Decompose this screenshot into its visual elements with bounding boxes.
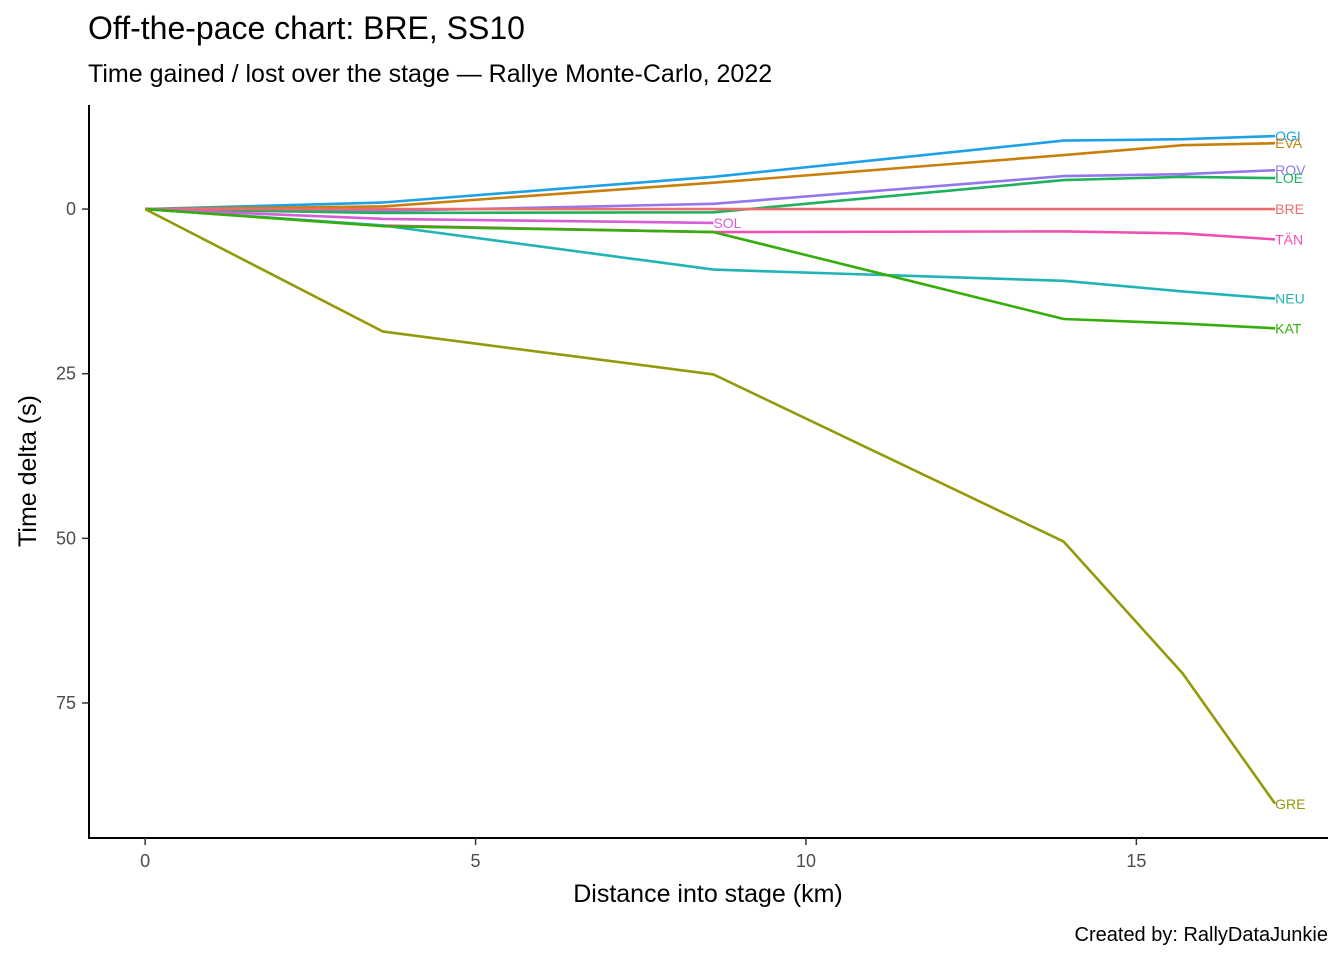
series-label-neu: NEU [1275,291,1305,307]
series-label-loe: LOE [1275,170,1303,186]
y-axis-title: Time delta (s) [14,395,42,547]
x-axis-ticks: 0 5 10 15 [140,838,1146,871]
x-tick-label: 5 [471,851,481,871]
y-tick-label: 0 [66,199,76,219]
series-label-gre: GRE [1275,796,1305,812]
series-label-eva: EVA [1275,135,1303,151]
series-line-eva [145,141,1276,211]
series-label-kat: KAT [1275,320,1302,336]
series-line-loe [145,175,1276,215]
series-label-bre: BRE [1275,201,1304,217]
series-line-tän [145,207,1276,241]
series-label-rov: ROV [1275,162,1306,178]
x-tick-label: 15 [1126,851,1146,871]
chart-subtitle: Time gained / lost over the stage — Rall… [88,60,772,88]
series-line-gre [144,207,1277,805]
series-line-kat [145,207,1276,330]
series-label-ogi: OGI [1275,128,1301,144]
chart-title: Off-the-pace chart: BRE, SS10 [88,10,525,46]
y-tick-label: 25 [56,364,76,384]
caption: Created by: RallyDataJunkie [1075,924,1328,946]
x-tick-label: 10 [796,851,816,871]
x-tick-label: 0 [140,851,150,871]
x-axis-title: Distance into stage (km) [573,880,843,908]
series-line-sol [145,207,714,225]
series-line-rov [145,168,1276,213]
series-label-tän: TÄN [1275,231,1303,247]
y-tick-label: 50 [56,528,76,548]
series-layer [144,134,1277,805]
y-axis-ticks: 0 25 50 75 [56,199,89,713]
series-line-ogi [145,134,1276,211]
y-tick-label: 75 [56,693,76,713]
series-label-sol: SOL [713,215,741,231]
